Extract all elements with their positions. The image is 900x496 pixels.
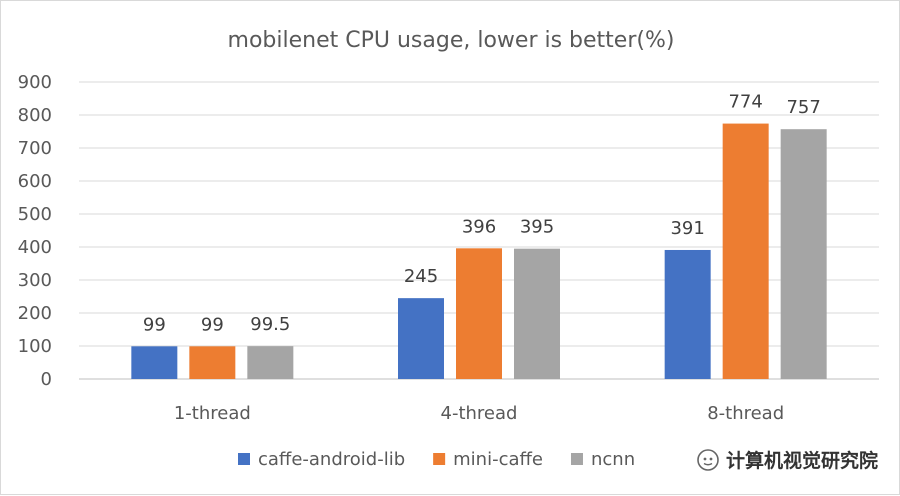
data-label-8-thread-caffe-android-lib: 391	[670, 218, 704, 239]
data-label-1-thread-caffe-android-lib: 99	[143, 314, 166, 335]
legend-label-caffe-android-lib: caffe-android-lib	[258, 449, 405, 470]
watermark-text: 计算机视觉研究院	[726, 446, 878, 473]
bar-1-thread-mini-caffe	[189, 346, 235, 379]
legend: caffe-android-lib mini-caffe ncnn	[238, 449, 635, 470]
data-label-4-thread-ncnn: 395	[520, 217, 554, 238]
category-label-4-thread: 4-thread	[441, 403, 518, 424]
wechat-icon	[696, 448, 720, 472]
y-tick-labels: 0 100 200 300 400 500 600 700 800 900	[18, 72, 52, 390]
bar-1-thread-ncnn	[247, 346, 293, 379]
data-label-8-thread-mini-caffe: 774	[728, 92, 762, 113]
legend-swatch-ncnn	[571, 453, 583, 465]
y-tick-label-900: 900	[18, 72, 52, 93]
legend-swatch-mini-caffe	[433, 453, 445, 465]
data-label-8-thread-ncnn: 757	[786, 97, 820, 118]
bar-4-thread-ncnn	[514, 249, 560, 379]
bar-1-thread-caffe-android-lib	[131, 346, 177, 379]
bar-8-thread-mini-caffe	[723, 124, 769, 379]
y-tick-label-500: 500	[18, 204, 52, 225]
y-tick-label-800: 800	[18, 105, 52, 126]
y-tick-label-100: 100	[18, 336, 52, 357]
y-tick-label-200: 200	[18, 303, 52, 324]
data-label-1-thread-mini-caffe: 99	[201, 314, 224, 335]
y-tick-label-700: 700	[18, 138, 52, 159]
y-tick-label-0: 0	[41, 369, 52, 390]
watermark: 计算机视觉研究院	[696, 446, 878, 473]
data-label-4-thread-caffe-android-lib: 245	[404, 266, 438, 287]
y-tick-label-600: 600	[18, 171, 52, 192]
legend-label-ncnn: ncnn	[591, 449, 635, 470]
y-tick-label-300: 300	[18, 270, 52, 291]
category-labels: 1-thread 4-thread 8-thread	[174, 403, 784, 424]
data-label-1-thread-ncnn: 99.5	[250, 314, 290, 335]
chart-title: mobilenet CPU usage, lower is better(%)	[228, 28, 675, 53]
legend-swatch-caffe-android-lib	[238, 453, 250, 465]
category-label-1-thread: 1-thread	[174, 403, 251, 424]
bars	[131, 124, 826, 379]
category-label-8-thread: 8-thread	[707, 403, 784, 424]
legend-label-mini-caffe: mini-caffe	[453, 449, 543, 470]
bar-4-thread-caffe-android-lib	[398, 298, 444, 379]
bar-4-thread-mini-caffe	[456, 248, 502, 379]
bar-8-thread-ncnn	[781, 129, 827, 379]
y-tick-label-400: 400	[18, 237, 52, 258]
bar-8-thread-caffe-android-lib	[665, 250, 711, 379]
data-label-4-thread-mini-caffe: 396	[462, 216, 496, 237]
